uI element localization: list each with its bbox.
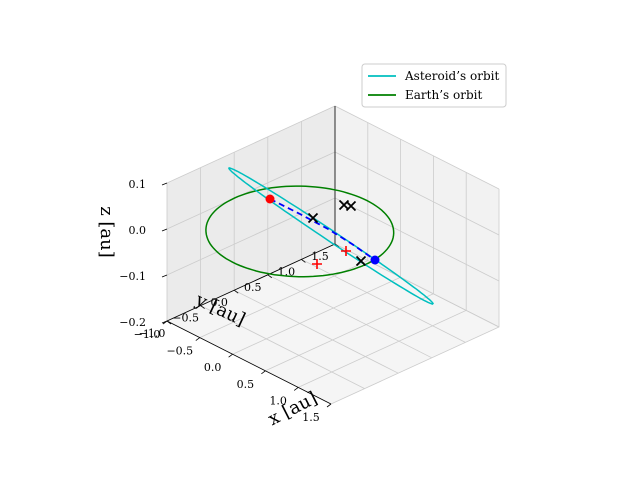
y-tick-label: 1.5 — [311, 250, 329, 263]
z-tick-mark — [161, 320, 168, 324]
x-axis-line — [166, 320, 332, 405]
x-tick-mark — [228, 353, 233, 358]
y-tick-label: 0.5 — [244, 281, 262, 294]
y-tick-mark — [166, 320, 172, 325]
x-tick-label: 1.5 — [302, 411, 320, 424]
z-tick-label: −0.2 — [119, 316, 146, 329]
y-tick-label: −1.0 — [139, 327, 166, 340]
legend-box — [361, 63, 507, 108]
red-plus-marker — [312, 259, 322, 269]
red-plus-marker — [341, 246, 351, 256]
y-tick-mark — [267, 274, 273, 279]
legend-label: Earth’s orbit — [405, 88, 482, 102]
z-tick-label: −0.1 — [119, 270, 146, 283]
z-tick-label: 0.1 — [129, 178, 147, 191]
legend-label: Asteroid’s orbit — [404, 69, 499, 83]
black-x-marker — [307, 212, 319, 224]
asteroid-orbit-line — [228, 167, 434, 305]
y-tick-mark — [301, 259, 306, 263]
red-dot-marker — [265, 194, 275, 204]
x-tick-mark — [326, 403, 332, 408]
x-tick-label: 0.0 — [204, 361, 222, 374]
black-x-marker — [355, 255, 367, 267]
z-tick-mark — [161, 274, 168, 278]
blue-dot-marker — [370, 255, 380, 265]
x-tick-label: −0.5 — [166, 345, 193, 358]
back-wall-xz — [335, 106, 499, 327]
black-x-marker — [345, 200, 357, 212]
x-tick-label: −1.0 — [134, 328, 161, 341]
x-tick-mark — [261, 370, 266, 375]
x-tick-mark — [195, 337, 201, 341]
y-tick-mark — [200, 305, 205, 309]
back-wall-yz — [167, 106, 335, 321]
z-axis-label: z [au] — [96, 206, 117, 258]
y-tick-label: −0.5 — [172, 312, 199, 325]
earth-orbit-line — [205, 185, 395, 278]
y-tick-label: 0.0 — [210, 296, 228, 309]
x-tick-label: 0.5 — [237, 378, 255, 391]
y-tick-mark — [233, 289, 239, 294]
floor-pane — [167, 244, 499, 404]
x-tick-label: 1.0 — [269, 394, 287, 407]
z-tick-label: 0.0 — [129, 224, 147, 237]
z-tick-mark — [161, 182, 168, 186]
y-axis-line — [166, 243, 336, 322]
dashed-path — [269, 198, 376, 261]
x-tick-mark — [293, 387, 299, 391]
z-tick-mark — [161, 228, 168, 232]
